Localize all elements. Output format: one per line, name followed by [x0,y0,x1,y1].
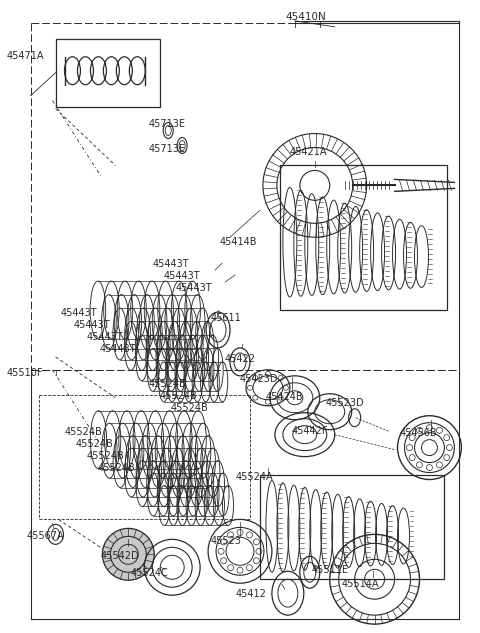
Bar [56,39,160,106]
Text: 45524B: 45524B [75,439,113,449]
Text: 45524B: 45524B [86,451,124,461]
Text: 45442F: 45442F [292,425,328,436]
Text: 45424B: 45424B [266,392,303,402]
Text: 45524C: 45524C [130,568,168,579]
Text: 45524A: 45524A [236,472,274,482]
Text: 45443T: 45443T [99,344,136,354]
Text: 45511E: 45511E [312,565,349,575]
Text: 45510F: 45510F [7,368,43,378]
Text: 45567A: 45567A [26,531,64,541]
Text: 45443T: 45443T [152,259,189,269]
Text: 45611: 45611 [210,313,241,323]
Text: 45414B: 45414B [220,237,258,248]
Bar [280,165,447,310]
Text: 45524B: 45524B [97,463,135,473]
Text: 45524B: 45524B [170,403,208,413]
Text: 45412: 45412 [236,589,267,599]
Circle shape [102,529,154,580]
Text: 45471A: 45471A [7,51,44,61]
Text: 45443T: 45443T [175,283,212,293]
Text: 45421A: 45421A [290,147,327,158]
Text: 45524B: 45524B [148,379,186,389]
Text: 45410N: 45410N [286,12,326,22]
Text: 45524B: 45524B [159,391,197,401]
Text: 45443T: 45443T [60,308,97,318]
Text: 45713E: 45713E [148,144,185,154]
Text: 45523: 45523 [210,536,241,546]
Text: 45542D: 45542D [100,551,139,561]
Text: 45443T: 45443T [86,332,123,342]
Text: 45514A: 45514A [342,579,379,589]
Text: 45524B: 45524B [64,427,102,437]
Text: 45443T: 45443T [73,320,110,330]
Text: 45713E: 45713E [148,118,185,128]
Text: 45422: 45422 [225,354,256,364]
Text: 45443T: 45443T [163,271,200,281]
Text: 45523D: 45523D [326,398,364,408]
Bar [260,475,444,579]
Text: 45456B: 45456B [399,428,437,437]
Text: 45423D: 45423D [240,374,278,384]
